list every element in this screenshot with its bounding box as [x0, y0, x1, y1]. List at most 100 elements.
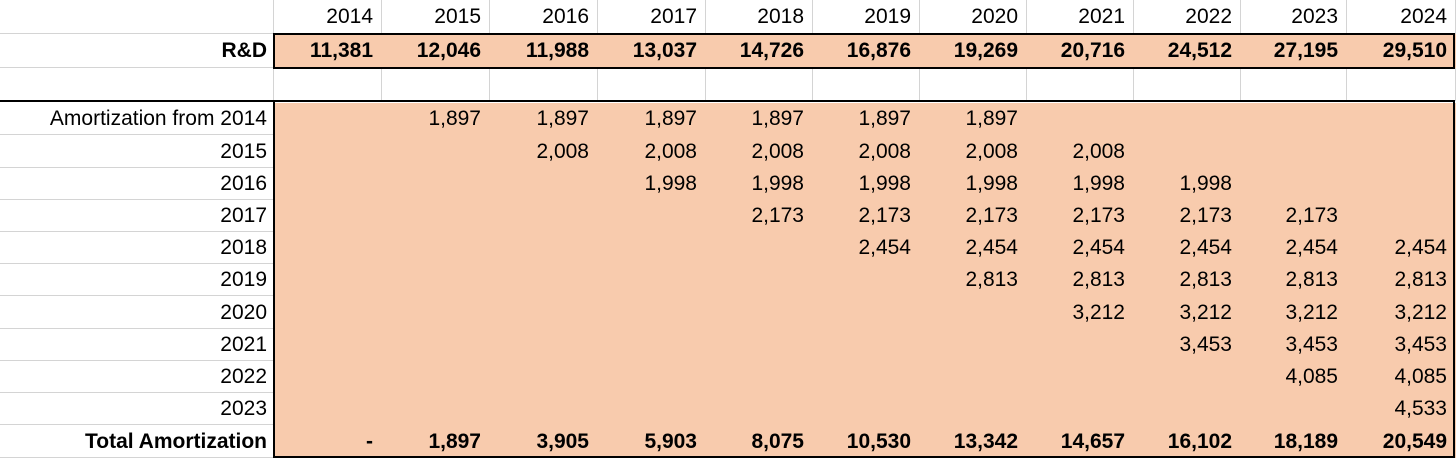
amortization-value[interactable]: [490, 264, 598, 296]
amortization-value[interactable]: [813, 393, 920, 425]
amortization-value[interactable]: 2,008: [706, 135, 813, 168]
total-amortization-value-2014[interactable]: -: [274, 425, 382, 458]
blank-cell[interactable]: [598, 68, 706, 101]
amortization-value[interactable]: [274, 264, 382, 296]
amortization-value[interactable]: [1134, 393, 1241, 425]
amortization-value[interactable]: [1241, 168, 1347, 200]
amortization-value[interactable]: 1,897: [490, 103, 598, 135]
amortization-value[interactable]: [1347, 103, 1456, 135]
amortization-value[interactable]: 1,897: [920, 103, 1027, 135]
amortization-value[interactable]: [490, 296, 598, 329]
amortization-value[interactable]: [1241, 393, 1347, 425]
amortization-value[interactable]: 4,085: [1347, 361, 1456, 393]
amortization-value[interactable]: 1,897: [598, 103, 706, 135]
amortization-value[interactable]: 2,173: [920, 200, 1027, 232]
rd-value-2016[interactable]: 11,988: [490, 34, 598, 68]
amortization-value[interactable]: [598, 264, 706, 296]
total-amortization-value-2017[interactable]: 5,903: [598, 425, 706, 458]
amortization-row-label[interactable]: 2018: [0, 232, 274, 264]
amortization-value[interactable]: [1027, 329, 1134, 361]
amortization-value[interactable]: [274, 200, 382, 232]
amortization-value[interactable]: [382, 361, 490, 393]
amortization-value[interactable]: [490, 168, 598, 200]
amortization-value[interactable]: [382, 264, 490, 296]
amortization-value[interactable]: [813, 264, 920, 296]
amortization-row-label[interactable]: Amortization from 2014: [0, 103, 274, 135]
amortization-value[interactable]: 4,533: [1347, 393, 1456, 425]
amortization-value[interactable]: 2,008: [920, 135, 1027, 168]
blank-cell[interactable]: [1241, 68, 1347, 101]
amortization-value[interactable]: [706, 232, 813, 264]
amortization-row-label[interactable]: 2017: [0, 200, 274, 232]
amortization-value[interactable]: [598, 200, 706, 232]
amortization-value[interactable]: [1241, 135, 1347, 168]
amortization-value[interactable]: 1,897: [382, 103, 490, 135]
blank-cell[interactable]: [0, 68, 274, 101]
amortization-value[interactable]: [274, 393, 382, 425]
amortization-value[interactable]: 2,008: [1027, 135, 1134, 168]
amortization-value[interactable]: 1,998: [1134, 168, 1241, 200]
amortization-value[interactable]: [598, 329, 706, 361]
blank-cell[interactable]: [274, 68, 382, 101]
blank-cell[interactable]: [490, 68, 598, 101]
amortization-row-label[interactable]: 2016: [0, 168, 274, 200]
rd-value-2017[interactable]: 13,037: [598, 34, 706, 68]
amortization-value[interactable]: [706, 329, 813, 361]
amortization-value[interactable]: [813, 296, 920, 329]
amortization-value[interactable]: [598, 361, 706, 393]
rd-value-2024[interactable]: 29,510: [1347, 34, 1456, 68]
year-header-2018[interactable]: 2018: [706, 0, 813, 34]
amortization-value[interactable]: [490, 393, 598, 425]
amortization-value[interactable]: [490, 361, 598, 393]
total-amortization-value-2019[interactable]: 10,530: [813, 425, 920, 458]
amortization-value[interactable]: [1134, 103, 1241, 135]
amortization-value[interactable]: 2,813: [920, 264, 1027, 296]
amortization-value[interactable]: 4,085: [1241, 361, 1347, 393]
amortization-value[interactable]: [598, 393, 706, 425]
amortization-value[interactable]: 1,897: [706, 103, 813, 135]
amortization-value[interactable]: 3,212: [1134, 296, 1241, 329]
total-amortization-value-2016[interactable]: 3,905: [490, 425, 598, 458]
year-header-2014[interactable]: 2014: [274, 0, 382, 34]
amortization-value[interactable]: 3,212: [1241, 296, 1347, 329]
amortization-value[interactable]: 2,454: [1134, 232, 1241, 264]
amortization-value[interactable]: [1027, 103, 1134, 135]
amortization-value[interactable]: [382, 200, 490, 232]
amortization-value[interactable]: 2,454: [920, 232, 1027, 264]
amortization-value[interactable]: [920, 296, 1027, 329]
year-header-2019[interactable]: 2019: [813, 0, 920, 34]
amortization-value[interactable]: [1347, 168, 1456, 200]
year-header-2023[interactable]: 2023: [1241, 0, 1347, 34]
amortization-row-label[interactable]: 2022: [0, 361, 274, 393]
amortization-value[interactable]: [1241, 103, 1347, 135]
blank-cell[interactable]: [1347, 68, 1456, 101]
amortization-value[interactable]: 1,998: [598, 168, 706, 200]
amortization-value[interactable]: 1,897: [813, 103, 920, 135]
amortization-value[interactable]: [813, 361, 920, 393]
amortization-value[interactable]: [382, 393, 490, 425]
amortization-row-label[interactable]: 2020: [0, 296, 274, 329]
amortization-value[interactable]: [490, 200, 598, 232]
amortization-value[interactable]: [274, 135, 382, 168]
rd-value-2020[interactable]: 19,269: [920, 34, 1027, 68]
amortization-value[interactable]: 2,008: [598, 135, 706, 168]
amortization-value[interactable]: [1347, 135, 1456, 168]
year-header-2022[interactable]: 2022: [1134, 0, 1241, 34]
amortization-value[interactable]: [1347, 200, 1456, 232]
amortization-value[interactable]: 2,173: [706, 200, 813, 232]
rd-value-2019[interactable]: 16,876: [813, 34, 920, 68]
year-header-2017[interactable]: 2017: [598, 0, 706, 34]
amortization-value[interactable]: 2,173: [813, 200, 920, 232]
rd-value-2014[interactable]: 11,381: [274, 34, 382, 68]
amortization-value[interactable]: 3,453: [1347, 329, 1456, 361]
amortization-value[interactable]: [1134, 361, 1241, 393]
amortization-row-label[interactable]: 2015: [0, 135, 274, 168]
blank-cell[interactable]: [920, 68, 1027, 101]
amortization-value[interactable]: [382, 168, 490, 200]
amortization-value[interactable]: 2,813: [1347, 264, 1456, 296]
rd-value-2018[interactable]: 14,726: [706, 34, 813, 68]
amortization-value[interactable]: 2,008: [490, 135, 598, 168]
total-amortization-value-2023[interactable]: 18,189: [1241, 425, 1347, 458]
year-header-2024[interactable]: 2024: [1347, 0, 1456, 34]
amortization-value[interactable]: [920, 329, 1027, 361]
